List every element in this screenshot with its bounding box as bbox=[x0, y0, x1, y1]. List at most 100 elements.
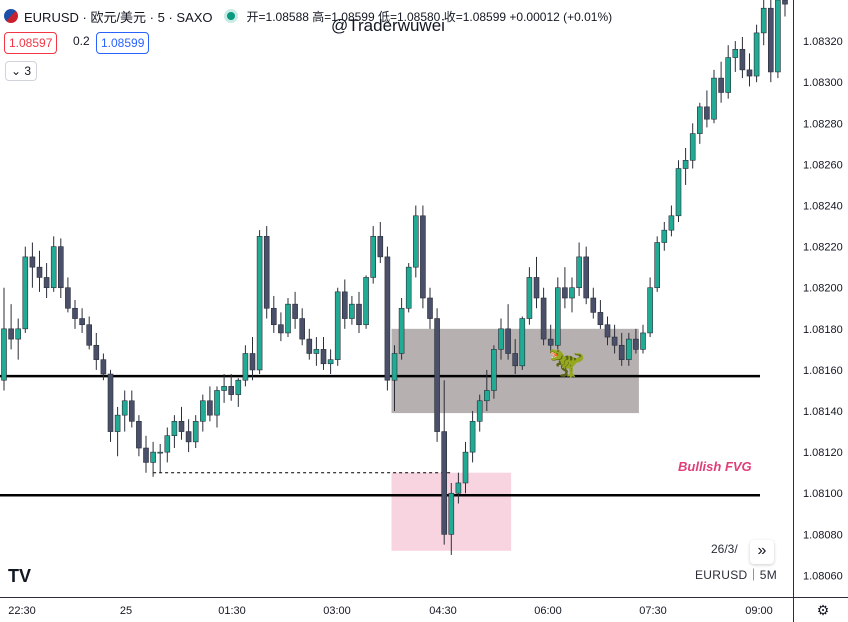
spread-value: 0.2 bbox=[73, 34, 90, 48]
candle-body bbox=[491, 349, 497, 391]
candle-body bbox=[682, 160, 689, 169]
candle-body bbox=[320, 349, 327, 365]
candle-body bbox=[391, 353, 398, 381]
time-tick-label: 04:30 bbox=[429, 605, 457, 617]
time-tick-label: 22:30 bbox=[8, 605, 36, 617]
candle-body bbox=[221, 386, 227, 391]
symbol-interval-label: EURUSD｜5M bbox=[695, 568, 778, 582]
price-tick-label: 1.08180 bbox=[803, 324, 843, 336]
candle-body bbox=[242, 353, 249, 381]
candle-body bbox=[654, 242, 661, 289]
sell-price-button[interactable]: 1.08597 bbox=[4, 32, 58, 54]
price-tick-label: 1.08240 bbox=[803, 201, 843, 213]
dinosaur-icon: 🦖 bbox=[548, 346, 585, 379]
candle-body bbox=[207, 400, 213, 416]
candle-body bbox=[519, 318, 526, 367]
buy-price-button[interactable]: 1.08599 bbox=[96, 32, 150, 54]
candle-body bbox=[363, 277, 369, 326]
candle-body bbox=[121, 400, 128, 416]
price-tick-label: 1.08080 bbox=[803, 529, 843, 541]
indicator-toggle-button[interactable]: ⌄ 3 bbox=[5, 61, 37, 81]
time-tick-label: 25 bbox=[120, 605, 132, 617]
candle-body bbox=[79, 318, 85, 326]
candle-body bbox=[356, 303, 362, 326]
candle-body bbox=[327, 359, 334, 365]
candle-body bbox=[93, 344, 100, 360]
candle-body bbox=[618, 344, 625, 360]
candle-body bbox=[455, 482, 462, 494]
price-tick-label: 1.08160 bbox=[803, 365, 843, 377]
candle-body bbox=[704, 106, 710, 120]
candle-body bbox=[689, 133, 696, 161]
candle-body bbox=[157, 451, 163, 454]
candle-body bbox=[625, 338, 632, 360]
price-tick-label: 1.08280 bbox=[803, 118, 843, 130]
candle-body bbox=[576, 256, 582, 289]
candle-body bbox=[171, 421, 178, 436]
candle-body bbox=[50, 246, 57, 289]
time-tick-label: 06:00 bbox=[534, 605, 562, 617]
candle-body bbox=[72, 307, 78, 319]
candle-body bbox=[214, 390, 220, 416]
price-tick-label: 1.08140 bbox=[803, 406, 843, 418]
candle-body bbox=[306, 338, 313, 354]
candle-body bbox=[185, 431, 192, 443]
candle-body bbox=[164, 435, 171, 453]
candle-body bbox=[590, 297, 597, 313]
candle-body bbox=[675, 168, 682, 217]
time-tick-label: 03:00 bbox=[323, 605, 351, 617]
candle-body bbox=[178, 421, 185, 432]
candle-body bbox=[341, 291, 348, 319]
symbol-legend[interactable]: EURUSD · 欧元/美元 · 5 · SAXO 开=1.08588 高=1.… bbox=[4, 6, 612, 26]
candle-body bbox=[249, 353, 256, 371]
candle-body bbox=[668, 215, 675, 231]
candle-body bbox=[29, 256, 36, 268]
time-tick-label: 07:30 bbox=[639, 605, 667, 617]
candle-body bbox=[129, 400, 135, 422]
chevron-down-icon: ⌄ bbox=[10, 64, 22, 78]
candle-body bbox=[540, 297, 547, 340]
settings-gear-icon[interactable]: ⚙ bbox=[816, 602, 830, 618]
candle-body bbox=[640, 332, 646, 350]
candle-body bbox=[114, 414, 121, 432]
double-chevron-right-icon: » bbox=[757, 542, 767, 559]
candle-body bbox=[200, 400, 206, 422]
price-tick-label: 1.08260 bbox=[803, 159, 843, 171]
bullish-fvg-label: Bullish FVG bbox=[678, 459, 752, 474]
candle-body bbox=[611, 336, 618, 346]
author-watermark: @Traderwuwei bbox=[331, 16, 445, 35]
candle-body bbox=[483, 390, 490, 402]
price-tick-label: 1.08060 bbox=[803, 570, 843, 582]
candle-body bbox=[86, 324, 92, 346]
candle-body bbox=[775, 0, 781, 73]
candle-body bbox=[398, 307, 405, 354]
candle-body bbox=[299, 318, 306, 340]
price-tick-label: 1.08220 bbox=[803, 242, 843, 254]
candle-body bbox=[150, 451, 156, 463]
candle-body bbox=[228, 386, 234, 395]
candle-body bbox=[569, 287, 575, 299]
candle-body bbox=[22, 256, 29, 330]
candle-body bbox=[384, 256, 391, 381]
candle-body bbox=[334, 291, 341, 360]
candle-body bbox=[661, 229, 668, 243]
candle-body bbox=[782, 0, 788, 5]
candle-body bbox=[143, 447, 149, 463]
scroll-to-latest-button[interactable]: » bbox=[750, 540, 774, 564]
candle-body bbox=[8, 328, 14, 340]
time-tick-label: 01:30 bbox=[218, 605, 246, 617]
candle-body bbox=[43, 277, 50, 289]
candle-body bbox=[476, 400, 483, 422]
price-tick-label: 1.08200 bbox=[803, 283, 843, 295]
candle-body bbox=[370, 236, 377, 278]
symbol-title: EURUSD · 欧元/美元 · 5 · SAXO bbox=[24, 9, 213, 25]
candle-body bbox=[562, 287, 568, 299]
candle-body bbox=[263, 236, 270, 309]
candle-body bbox=[469, 421, 476, 453]
candle-body bbox=[349, 303, 355, 319]
candle-body bbox=[412, 215, 419, 268]
candle-body bbox=[270, 307, 277, 326]
candle-body bbox=[753, 32, 760, 77]
candle-body bbox=[505, 328, 511, 354]
